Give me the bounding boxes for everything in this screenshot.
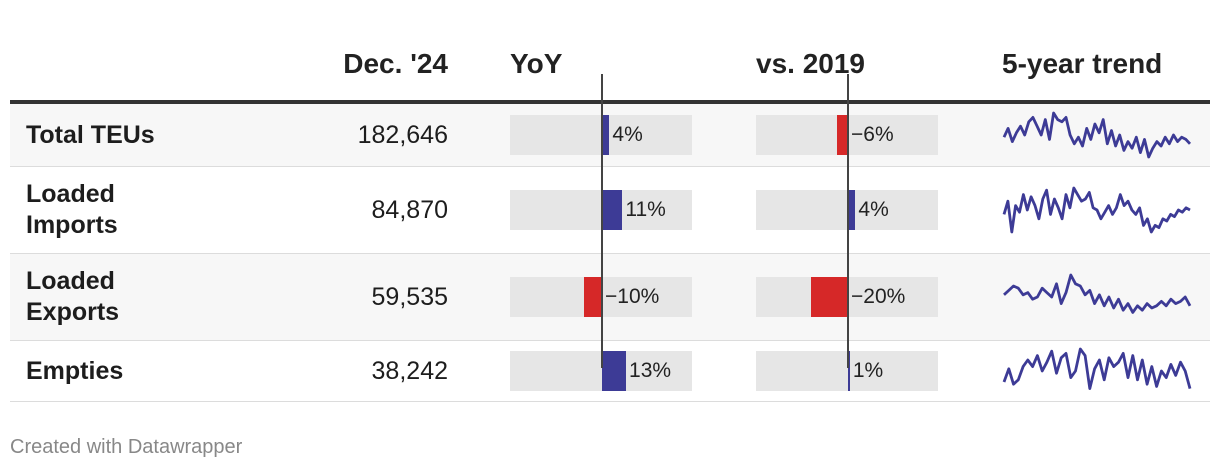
vs2019-bar — [836, 115, 848, 155]
yoy-bar-label: −10% — [605, 285, 660, 308]
trend-line — [1002, 111, 1192, 159]
row-name: Loaded Imports — [26, 180, 118, 239]
trend-line — [1003, 273, 1192, 314]
trend-sparkline — [1003, 273, 1192, 314]
vs2019-bar — [811, 277, 848, 317]
yoy-bar-label: 13% — [629, 359, 672, 382]
table-row: Empties 38,242 13% 1% — [10, 341, 1210, 402]
row-value: 84,870 — [371, 195, 448, 224]
trend-line — [1002, 186, 1191, 234]
row-name: Total TEUs — [26, 120, 155, 149]
vs2019-bar — [848, 190, 856, 230]
table-body: Total TEUs 182,646 4% −6% Loaded Imports 84,8… — [10, 104, 1210, 402]
vs2019-bar-label: −20% — [851, 285, 906, 308]
footer-credit: Created with Datawrapper — [10, 436, 243, 458]
vs2019-zero-axis — [847, 74, 849, 368]
data-table: Dec. '24 YoY vs. 2019 5-year trend Total… — [10, 30, 1210, 402]
row-name: Loaded Exports — [26, 267, 120, 326]
vs2019-bar-label: 1% — [852, 359, 884, 382]
vs2019-bar-label: 4% — [858, 198, 889, 221]
table-row: Total TEUs 182,646 4% −6% — [10, 104, 1210, 167]
header-vs2019: vs. 2019 — [756, 48, 865, 79]
vs2019-bar — [848, 351, 850, 391]
row-name: Empties — [26, 356, 124, 385]
yoy-bar-label: 11% — [625, 198, 666, 221]
header-dec24: Dec. '24 — [343, 48, 448, 79]
table-row: Loaded Exports 59,535 −10% −20% — [10, 254, 1210, 341]
header-trend: 5-year trend — [1002, 48, 1163, 79]
row-value: 59,535 — [371, 282, 448, 311]
table-row: Loaded Imports 84,870 11% 4% — [10, 167, 1210, 254]
yoy-bar — [602, 190, 623, 230]
yoy-bar — [602, 115, 610, 155]
yoy-bar — [583, 277, 602, 317]
header-yoy: YoY — [510, 48, 563, 79]
table-header: Dec. '24 YoY vs. 2019 5-year trend — [10, 30, 1210, 104]
vs2019-bar-label: −6% — [851, 123, 894, 146]
row-value: 38,242 — [371, 356, 448, 385]
yoy-zero-axis — [601, 74, 603, 368]
trend-line — [1002, 347, 1192, 390]
yoy-bar-label: 4% — [612, 123, 643, 146]
trend-sparkline — [1002, 186, 1191, 234]
yoy-bar — [602, 351, 627, 391]
row-value: 182,646 — [357, 120, 448, 149]
trend-sparkline — [1002, 347, 1192, 390]
trend-sparkline — [1002, 111, 1192, 159]
